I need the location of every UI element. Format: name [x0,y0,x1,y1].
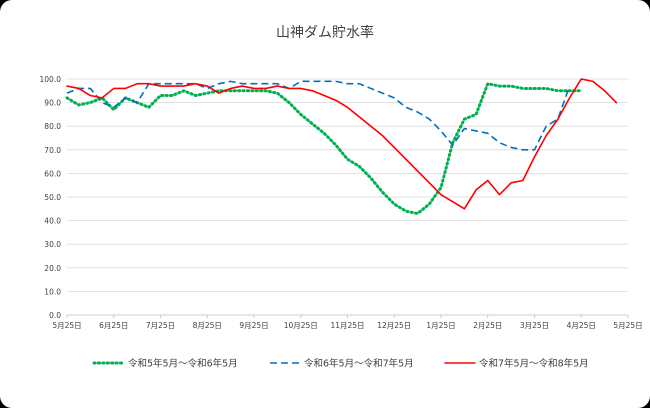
series-line-1 [65,82,583,216]
y-tick-label: 50.0 [44,193,61,202]
y-tick-label: 30.0 [44,240,61,249]
x-tick-label: 7月25日 [146,321,175,330]
y-tick-label: 10.0 [44,287,61,296]
legend-label-3: 令和7年5月～令和8年5月 [479,358,589,370]
y-tick-label: 40.0 [44,217,61,226]
x-tick-label: 11月25日 [330,321,364,330]
y-tick-label: 100.0 [40,75,62,84]
x-tick-label: 5月25日 [613,321,642,330]
x-tick-label: 9月25日 [239,321,268,330]
series-line-2 [66,80,571,151]
legend-label-2: 令和6年5月～令和7年5月 [304,358,414,370]
series-line-3 [66,78,618,210]
y-tick-label: 20.0 [44,264,61,273]
x-tick-label: 2月25日 [473,321,502,330]
legend-label-1: 令和5年5月～令和6年5月 [128,358,238,370]
x-tick-label: 8月25日 [193,321,222,330]
x-tick-label: 5月25日 [52,321,81,330]
x-tick-label: 6月25日 [99,321,128,330]
x-tick-label: 4月25日 [567,321,596,330]
x-tick-label: 1月25日 [426,321,455,330]
y-tick-label: 70.0 [44,146,61,155]
y-tick-label: 0.0 [49,311,61,320]
chart-title: 山神ダム貯水率 [276,25,374,41]
x-tick-label: 3月25日 [520,321,549,330]
y-tick-label: 80.0 [44,122,61,131]
x-tick-label: 12月25日 [377,321,411,330]
y-tick-label: 90.0 [44,99,61,108]
x-tick-label: 10月25日 [284,321,318,330]
y-tick-label: 60.0 [44,169,61,178]
